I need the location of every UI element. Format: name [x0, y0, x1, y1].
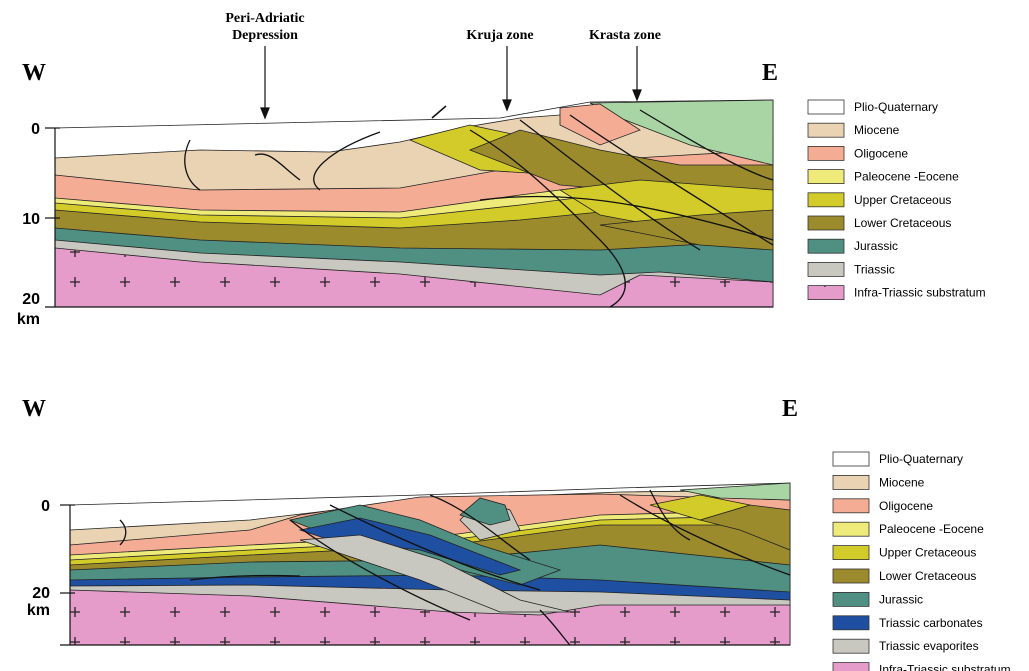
legend-swatch: [808, 193, 844, 207]
annotation: Kruja zone: [466, 28, 533, 43]
legend-swatch: [808, 146, 844, 160]
depth-label: 0: [41, 498, 50, 515]
legend-label: Triassic evaporites: [879, 639, 979, 653]
legend-label: Lower Cretaceous: [854, 216, 951, 230]
annotation: Depression: [232, 28, 298, 43]
west-label: W: [22, 60, 46, 86]
legend-label: Triassic carbonates: [879, 616, 983, 630]
legend-label: Lower Cretaceous: [879, 569, 976, 583]
legend-label: Miocene: [854, 123, 900, 137]
legend-swatch: [833, 522, 869, 536]
layers: [70, 483, 790, 645]
legend-swatch: [833, 592, 869, 606]
depth-label: 0: [31, 121, 40, 138]
east-label: E: [762, 60, 778, 86]
legend-swatch: [808, 170, 844, 184]
legend-label: Oligocene: [879, 499, 933, 513]
legend-label: Plio-Quaternary: [879, 452, 963, 466]
page: W E Peri-Adriatic Depression Kruja zone …: [0, 0, 1029, 671]
legend-label: Plio-Quaternary: [854, 100, 938, 114]
depth-label: km: [27, 602, 50, 619]
legend-swatch: [833, 663, 869, 671]
legend-label: Infra-Triassic substratum: [854, 286, 986, 300]
depth-label: 20: [22, 291, 40, 308]
legends: Plio-Quaternary Miocene Oligocene Paleocene…: [808, 100, 1011, 671]
depth-label: km: [17, 311, 40, 328]
legend-swatch: [808, 262, 844, 276]
depth-label: 20: [32, 585, 50, 602]
legend-label: Paleocene -Eocene: [854, 170, 959, 184]
legend-swatch: [808, 286, 844, 300]
legend-label: Paleocene -Eocene: [879, 522, 984, 536]
legend-label: Upper Cretaceous: [879, 546, 976, 560]
legend-label: Triassic: [854, 262, 895, 276]
legend-swatch: [833, 569, 869, 583]
legend-swatch: [808, 100, 844, 114]
legend-swatch: [808, 123, 844, 137]
legend-label: Jurassic: [879, 592, 923, 606]
annotation: Peri-Adriatic: [225, 11, 304, 26]
legend-label: Jurassic: [854, 239, 898, 253]
legend-label: Infra-Triassic substratum: [879, 663, 1011, 671]
east-label: E: [782, 396, 798, 422]
west-label: W: [22, 396, 46, 422]
annotation: Krasta zone: [589, 28, 661, 43]
legend-swatch: [808, 239, 844, 253]
legend-swatch: [833, 452, 869, 466]
legend-swatch: [808, 216, 844, 230]
legend-swatch: [833, 546, 869, 560]
legend-label: Upper Cretaceous: [854, 193, 951, 207]
legend-label: Miocene: [879, 475, 925, 489]
legend-swatch: [833, 639, 869, 653]
legend-swatch: [833, 475, 869, 489]
layers: [55, 100, 773, 307]
legend-label: Oligocene: [854, 146, 908, 160]
depth-label: 10: [22, 211, 40, 228]
legend-swatch: [833, 616, 869, 630]
section-top: W E Peri-Adriatic Depression Kruja zone …: [17, 11, 778, 328]
section-bottom: W E: [22, 396, 798, 645]
legend-swatch: [833, 499, 869, 513]
